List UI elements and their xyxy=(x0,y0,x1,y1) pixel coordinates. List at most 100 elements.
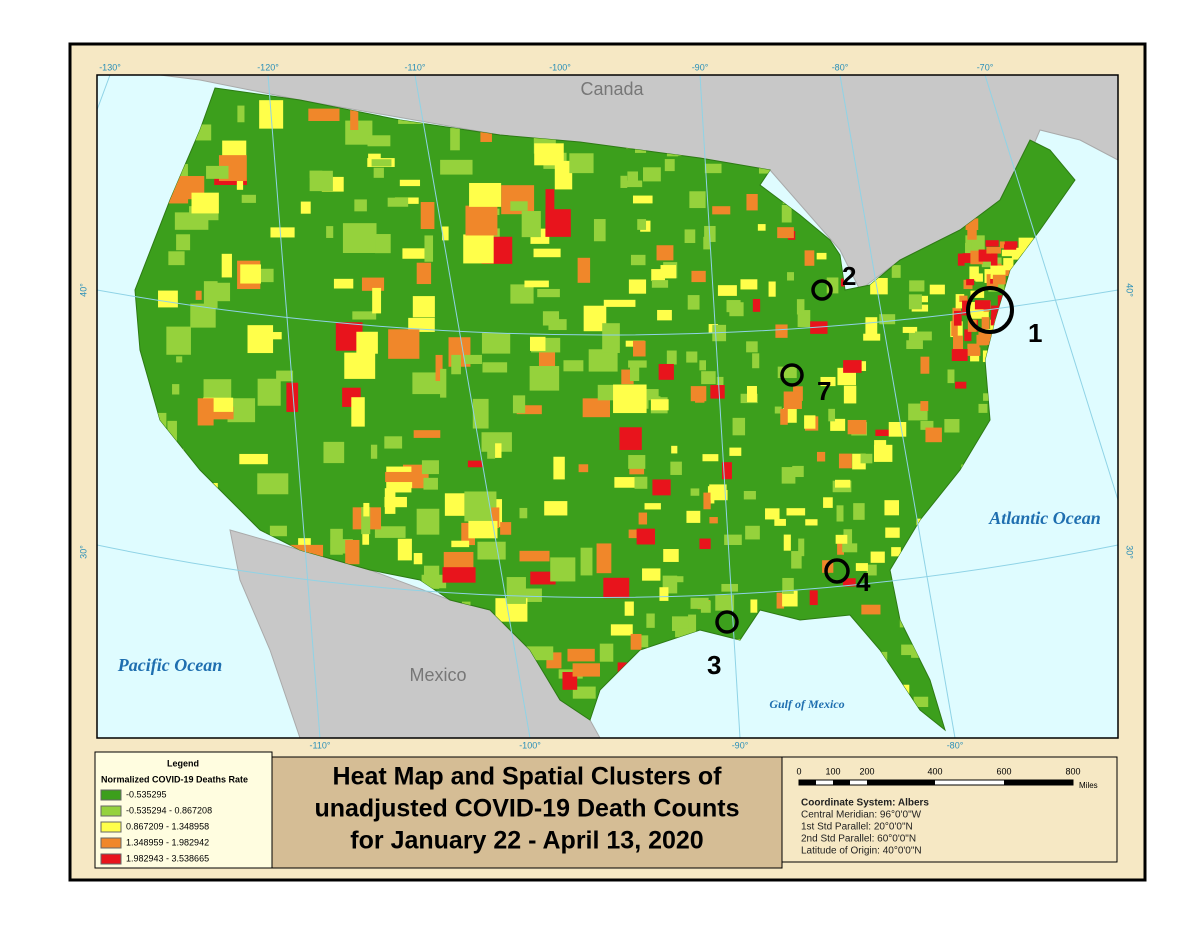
county xyxy=(642,568,661,581)
county xyxy=(451,540,470,548)
meridian xyxy=(97,75,111,111)
legend-label: -0.535295 xyxy=(126,789,167,799)
county xyxy=(885,527,900,538)
county xyxy=(397,538,412,561)
county xyxy=(356,331,378,354)
county xyxy=(352,311,377,320)
county xyxy=(787,272,794,281)
county xyxy=(651,280,669,288)
county xyxy=(866,564,877,576)
county xyxy=(619,427,642,450)
county xyxy=(925,427,942,443)
county xyxy=(732,417,746,436)
county xyxy=(920,401,929,411)
county xyxy=(658,363,674,380)
legend-subtitle: Normalized COVID-19 Deaths Rate xyxy=(101,774,248,784)
county xyxy=(955,381,967,389)
county xyxy=(853,503,865,520)
county xyxy=(241,194,256,203)
county xyxy=(816,451,826,462)
graticule-label: 40° xyxy=(78,283,88,297)
meridian xyxy=(414,75,531,738)
county xyxy=(613,384,647,414)
county xyxy=(529,336,546,351)
cluster-label: 4 xyxy=(856,567,871,597)
county xyxy=(463,234,494,264)
county xyxy=(870,551,885,563)
scale-segment xyxy=(799,780,816,785)
county xyxy=(510,201,528,211)
title-line: for January 22 - April 13, 2020 xyxy=(350,827,703,855)
county xyxy=(240,264,261,284)
county xyxy=(227,398,256,423)
county xyxy=(951,320,958,337)
county xyxy=(843,529,853,545)
county xyxy=(959,295,968,302)
county xyxy=(703,236,711,250)
county xyxy=(1001,249,1018,257)
county xyxy=(519,550,550,562)
county xyxy=(237,105,245,123)
graticule-label: -90° xyxy=(732,740,749,750)
county xyxy=(646,613,655,628)
county xyxy=(975,273,983,282)
county xyxy=(884,500,900,516)
county xyxy=(659,587,669,601)
county xyxy=(947,369,955,384)
county xyxy=(670,461,682,475)
county xyxy=(891,265,901,278)
county xyxy=(1003,258,1014,271)
graticule-label: 30° xyxy=(1125,545,1135,559)
county xyxy=(664,576,684,583)
county xyxy=(967,343,980,355)
county xyxy=(257,378,281,406)
county xyxy=(964,329,972,342)
county xyxy=(855,563,868,571)
county xyxy=(370,444,378,459)
county xyxy=(929,284,945,295)
county xyxy=(624,601,634,616)
county xyxy=(628,529,638,539)
scale-segment xyxy=(1004,780,1073,785)
county xyxy=(493,443,502,458)
county xyxy=(664,159,675,172)
county xyxy=(442,567,476,583)
scale-box xyxy=(781,756,1118,863)
graticule-label: -70° xyxy=(977,62,994,72)
county xyxy=(469,182,502,207)
map-area xyxy=(97,75,1118,738)
graticule-label: -110° xyxy=(405,62,426,72)
county xyxy=(440,368,447,398)
county xyxy=(384,496,407,508)
cluster-label: 2 xyxy=(842,261,856,291)
county xyxy=(519,507,528,519)
county xyxy=(768,281,776,297)
county xyxy=(553,456,565,480)
county xyxy=(309,170,333,192)
county xyxy=(614,477,643,488)
county xyxy=(482,362,508,373)
county xyxy=(300,201,311,214)
county xyxy=(965,218,979,231)
county xyxy=(810,321,828,334)
graticule-label: -110° xyxy=(310,740,331,750)
county xyxy=(362,531,370,545)
county xyxy=(639,389,659,401)
county xyxy=(962,253,976,263)
legend-title: Legend xyxy=(167,758,199,768)
county xyxy=(628,455,646,469)
county xyxy=(1004,241,1018,248)
county xyxy=(464,354,482,365)
county xyxy=(628,279,647,294)
county xyxy=(838,453,852,469)
county xyxy=(805,519,818,526)
county xyxy=(385,471,418,483)
scale-label: 100 xyxy=(825,766,840,776)
county xyxy=(203,281,218,309)
scale-label: 800 xyxy=(1065,766,1080,776)
county xyxy=(603,299,636,307)
county xyxy=(671,445,678,454)
county xyxy=(221,253,232,278)
county xyxy=(168,251,185,266)
county xyxy=(781,204,792,223)
